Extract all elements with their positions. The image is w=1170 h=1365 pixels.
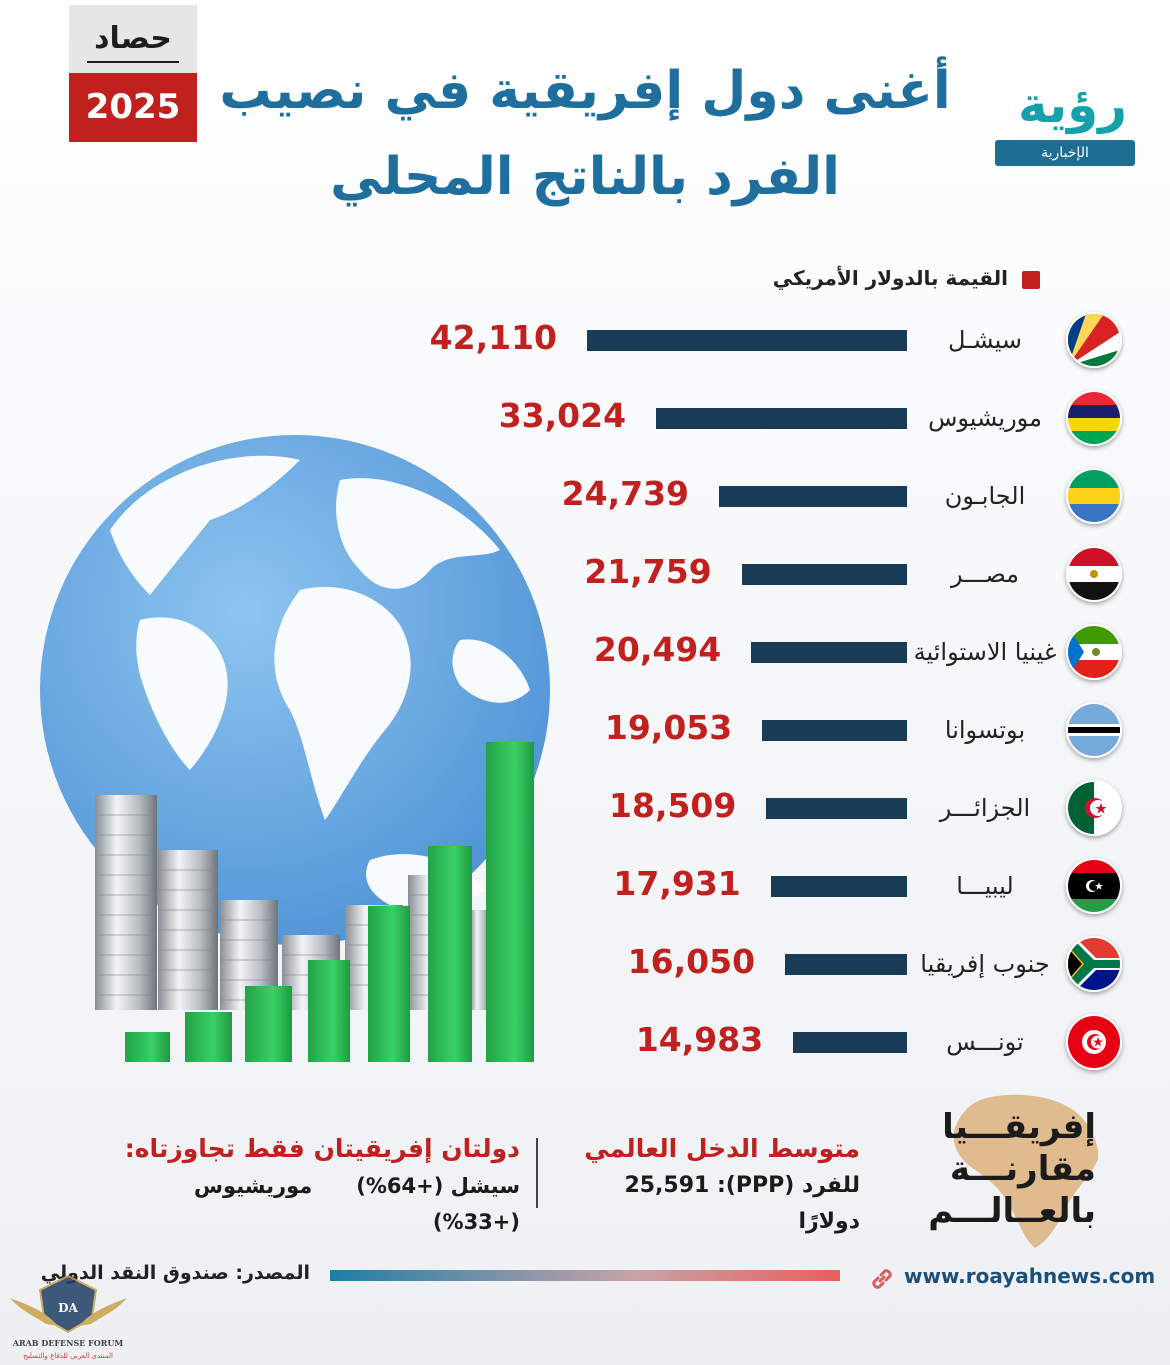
chart-legend: القيمة بالدولار الأمريكي [740,264,1040,294]
chart-category-label: مصـــر [951,560,1020,588]
gabon-flag-icon [1066,468,1122,524]
chart-category-label: ليبيـــا [956,872,1014,900]
chart-value-label: 17,931 [613,864,741,903]
watermark-initials: DA [58,1301,78,1315]
africa-line-1: إفريقـــيا [942,1107,1096,1147]
chart-category-label: جنوب إفريقيا [920,950,1050,978]
legend-swatch [1022,271,1040,289]
botswana-flag-icon [1066,702,1122,758]
chart-bar [766,798,907,819]
info-divider [536,1138,538,1208]
chart-bar [741,564,907,585]
chart-row: 14,983 تونـــس [420,1012,1140,1072]
footer-gradient-line [330,1270,840,1281]
gdp-per-capita-bar-chart: 42,110 سيشـل 33,024 موريشيوس 24,739 الجابـون 2… [420,310,1140,1080]
chart-row: 19,053 بوتسوانا [420,700,1140,760]
chart-row: 17,931 ليبيـــا [420,856,1140,916]
seychelles-flag-icon [1066,312,1122,368]
harvest-badge: حصاد 2025 [69,5,197,142]
chart-value-label: 20,494 [593,630,722,669]
world-income-value: للفرد (PPP): 25,591 دولارًا [624,1173,860,1234]
above-average-list: سيشل (+64%)موريشيوس (+33%) [100,1168,520,1240]
watermark-subtitle: المنتدى العربي للدفاع والتسليح [23,1352,113,1360]
chart-value-label: 42,110 [429,318,557,357]
chart-category-label: موريشيوس [928,404,1042,432]
chart-row: 21,759 مصـــر [420,544,1140,604]
africa-vs-world-box: إفريقـــيا مقارنـــة بالعــالـــم [928,1090,1110,1250]
page-title: أغنى دول إفريقية في نصيب الفرد بالناتج ا… [215,48,955,220]
africa-comparison-text: إفريقـــيا مقارنـــة بالعــالـــم [928,1106,1096,1232]
chart-value-label: 24,739 [561,474,690,513]
mauritius-flag-icon [1066,390,1122,446]
chart-bar [762,720,907,741]
chart-row: 16,050 جنوب إفريقيا [420,934,1140,994]
chart-value-label: 18,509 [609,786,737,825]
chart-bar [656,408,907,429]
world-average-income: متوسط الدخل العالمي للفرد (PPP): 25,591 … [560,1130,860,1234]
africa-line-3: بالعــالـــم [928,1191,1096,1231]
chart-row: 20,494 غينيا الاستوائية [420,622,1140,682]
above-average-item-seychelles: سيشل (+64%) [356,1174,520,1198]
chart-category-label: تونـــس [946,1028,1024,1056]
algeria-flag-icon [1066,780,1122,836]
chart-row: 33,024 موريشيوس [420,388,1140,448]
badge-year: 2025 [69,73,197,142]
globe-continents [110,455,530,910]
chart-category-label: سيشـل [948,326,1022,354]
watermark-title: ARAB DEFENSE FORUM [12,1338,124,1348]
arab-defense-forum-watermark: DA ARAB DEFENSE FORUM المنتدى العربي للد… [10,1274,127,1360]
title-line-2: الفرد بالناتج المحلي [330,147,840,207]
globe-coins-growth-icon [40,435,550,1062]
chart-value-label: 21,759 [584,552,712,591]
chart-row: 18,509 الجزائـــر [420,778,1140,838]
equatorial-guinea-flag-icon [1066,624,1122,680]
website-url[interactable]: www.roayahnews.com [904,1264,1156,1288]
chart-bar [770,876,907,897]
legend-label: القيمة بالدولار الأمريكي [772,266,1008,290]
tunisia-flag-icon [1066,1014,1122,1070]
chart-category-label: بوتسوانا [944,716,1026,744]
chart-bar [587,330,907,351]
chart-bar [751,642,907,663]
badge-top: حصاد [69,5,197,73]
above-average-item-mauritius: موريشيوس (+33%) [194,1174,520,1234]
chart-bar [719,486,907,507]
libya-flag-icon [1066,858,1122,914]
chart-value-label: 19,053 [604,708,733,747]
website-link[interactable]: www.roayahnews.com [868,1262,1155,1292]
badge-underline [87,61,179,63]
world-income-heading: متوسط الدخل العالمي [584,1134,860,1163]
growth-bars [125,742,534,1062]
above-average-heading: دولتان إفريقيتان فقط تجاوزتاه: [124,1134,520,1163]
chart-row: 24,739 الجابـون [420,466,1140,526]
egypt-flag-icon [1066,546,1122,602]
chart-bar [793,1032,907,1053]
logo-wordmark: رؤية [1018,76,1127,134]
logo-subtitle: الإخبارية [995,140,1135,166]
title-line-1: أغنى دول إفريقية في نصيب [219,61,951,121]
chart-category-label: الجزائـــر [939,794,1031,822]
badge-label: حصاد [94,21,172,56]
chart-value-label: 14,983 [635,1020,764,1059]
chart-bar [785,954,907,975]
roayah-logo: رؤية الإخبارية [995,76,1135,168]
link-icon [872,1269,892,1289]
south-africa-flag-icon [1066,936,1122,992]
chart-value-label: 33,024 [498,396,627,435]
countries-above-average: دولتان إفريقيتان فقط تجاوزتاه: سيشل (+64… [100,1130,520,1234]
chart-category-label: الجابـون [944,482,1026,510]
chart-value-label: 16,050 [627,942,756,981]
chart-row: 42,110 سيشـل [420,310,1140,370]
africa-line-2: مقارنـــة [949,1149,1096,1189]
africa-map-icon [953,1094,1099,1248]
source-note: المصدر: صندوق النقد الدولي [40,1262,310,1284]
chart-category-label: غينيا الاستوائية [913,638,1057,666]
